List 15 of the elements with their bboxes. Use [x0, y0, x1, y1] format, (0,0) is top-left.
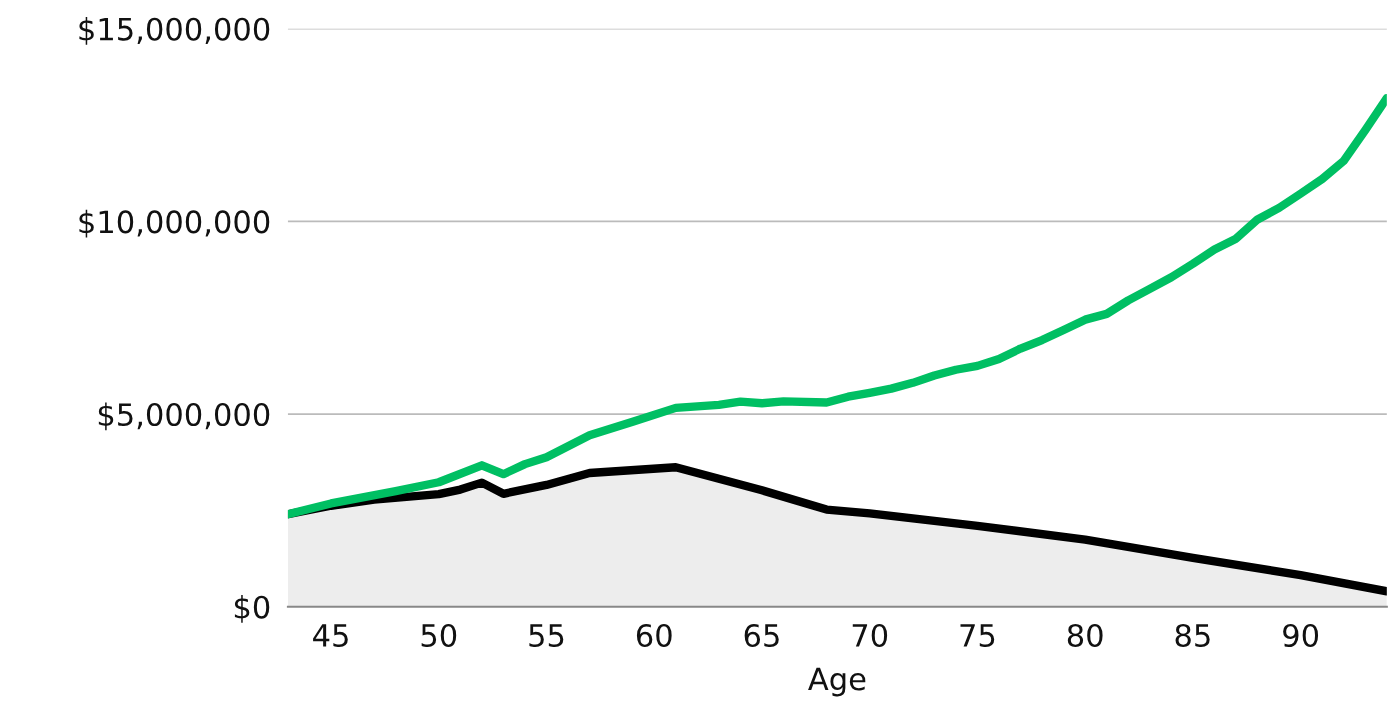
x-tick-label: 75 [960, 624, 995, 648]
y-tick-label: $15,000,000 [79, 17, 270, 45]
x-tick-label: 90 [1283, 623, 1319, 648]
x-tick-label: 45 [313, 624, 348, 648]
y-tick-label: $0 [234, 595, 270, 623]
x-tick-label: 80 [1067, 623, 1103, 648]
y-tick-label: $5,000,000 [98, 402, 270, 431]
x-tick-label: 70 [852, 623, 888, 648]
x-tick-label: 50 [421, 623, 457, 648]
x-tick-label: 65 [744, 623, 779, 648]
x-axis-title: Age [808, 667, 866, 697]
x-tick-label: 60 [636, 623, 672, 648]
y-tick-label: $10,000,000 [79, 209, 270, 238]
x-tick-label: 55 [529, 624, 564, 648]
x-tick-label: 85 [1175, 623, 1210, 648]
